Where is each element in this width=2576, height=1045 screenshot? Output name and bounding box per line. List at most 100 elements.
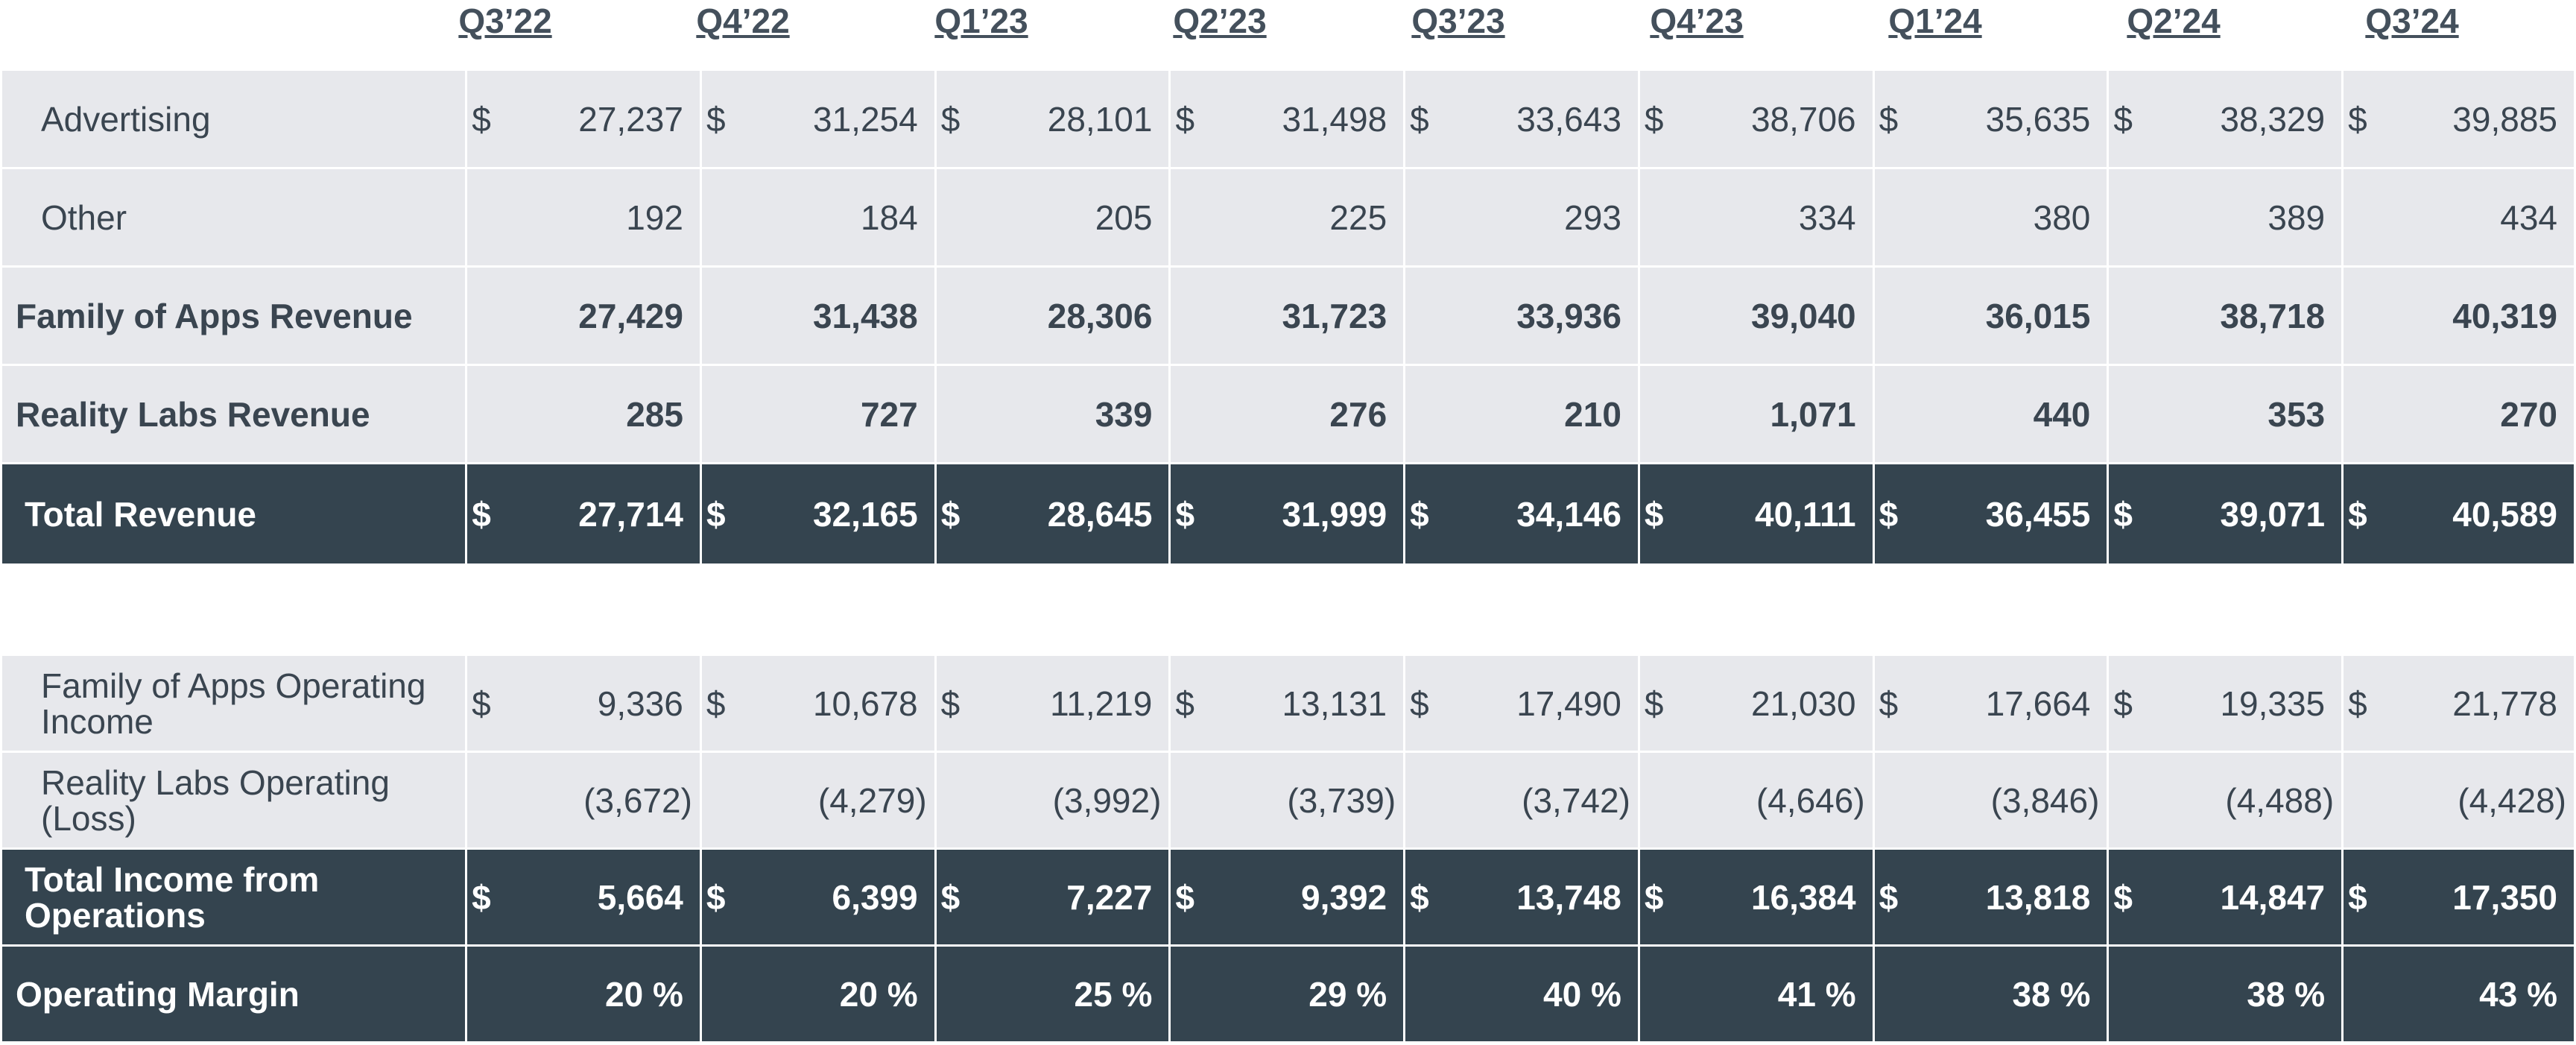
cell-value: 39,040 — [1750, 296, 1856, 335]
quarter-heading: Q3’22 — [458, 1, 552, 40]
value-cell: 1,071 — [1637, 364, 1875, 464]
cell-value: 36,455 — [1985, 494, 2091, 534]
cell-value: 434 — [2500, 198, 2557, 237]
cell-value: (4,279) — [817, 780, 927, 820]
currency-symbol: $ — [1644, 877, 1664, 917]
value-cell: $7,227 — [934, 847, 1171, 947]
value-cell: 276 — [1168, 364, 1406, 464]
cell-value: 38 % — [2247, 974, 2326, 1014]
value-cell: (4,488) — [2107, 751, 2344, 850]
cell-value: 35,635 — [1985, 99, 2091, 139]
value-cell: 20 % — [465, 944, 702, 1044]
value-cell: 727 — [699, 364, 937, 464]
value-cell: 192 — [465, 167, 702, 268]
currency-symbol: $ — [1410, 99, 1429, 139]
cell-value: (4,646) — [1756, 780, 1865, 820]
cell-value: 33,936 — [1516, 296, 1621, 335]
value-cell: 285 — [465, 364, 702, 464]
cell-value: 14,847 — [2220, 877, 2326, 917]
reality-labs-revenue-row: Reality Labs Revenue 285 727 339 276 210 1,071… — [0, 364, 2576, 464]
value-cell: $39,071 — [2107, 462, 2344, 566]
quarter-heading: Q4’23 — [1650, 1, 1744, 40]
row-label: Operating Margin — [0, 944, 468, 1044]
currency-symbol: $ — [706, 683, 726, 723]
value-cell: 225 — [1168, 167, 1406, 268]
value-cell: $34,146 — [1403, 462, 1640, 566]
value-cell: 38 % — [1872, 944, 2110, 1044]
cell-value: 32,165 — [813, 494, 918, 534]
value-cell: $17,664 — [1872, 654, 2110, 753]
value-cell: 184 — [699, 167, 937, 268]
currency-symbol: $ — [472, 99, 491, 139]
cell-value: 440 — [2033, 394, 2091, 434]
currency-symbol: $ — [2113, 877, 2133, 917]
value-cell: $27,714 — [465, 462, 702, 566]
value-cell: $40,589 — [2341, 462, 2576, 566]
value-cell: $11,219 — [934, 654, 1171, 753]
cell-value: 39,071 — [2220, 494, 2326, 534]
value-cell: 339 — [934, 364, 1171, 464]
currency-symbol: $ — [1644, 683, 1664, 723]
revenue-table: Advertising $27,237 $31,254 $28,101 $31,498 $… — [0, 69, 2576, 566]
value-cell: $6,399 — [699, 847, 937, 947]
cell-value: 27,237 — [578, 99, 683, 139]
cell-value: 20 % — [605, 974, 683, 1014]
value-cell: 270 — [2341, 364, 2576, 464]
cell-value: 31,723 — [1282, 296, 1387, 335]
row-label: Reality Labs Operating (Loss) — [0, 751, 468, 850]
value-cell: $10,678 — [699, 654, 937, 753]
currency-symbol: $ — [1175, 99, 1195, 139]
value-cell: $9,336 — [465, 654, 702, 753]
quarter-heading: Q1’23 — [934, 1, 1028, 40]
family-of-apps-operating-income-row: Family of Apps Operating Income $9,336 $10… — [0, 654, 2576, 753]
cell-value: 13,131 — [1282, 683, 1387, 723]
value-cell: 43 % — [2341, 944, 2576, 1044]
cell-value: 205 — [1095, 198, 1153, 237]
cell-value: 9,336 — [597, 683, 683, 723]
cell-value: 16,384 — [1750, 877, 1856, 917]
currency-symbol: $ — [706, 494, 726, 534]
cell-value: (3,742) — [1522, 780, 1630, 820]
total-income-from-operations-row: Total Income from Operations $5,664 $6,399… — [0, 847, 2576, 947]
cell-value: 33,643 — [1516, 99, 1621, 139]
operating-income-table-body: Family of Apps Operating Income $9,336 $10… — [0, 654, 2576, 1044]
cell-value: 11,219 — [1050, 683, 1153, 723]
cell-value: 29 % — [1308, 974, 1387, 1014]
value-cell: $17,350 — [2341, 847, 2576, 947]
value-cell: $9,392 — [1168, 847, 1406, 947]
value-cell: $21,778 — [2341, 654, 2576, 753]
cell-value: 276 — [1329, 394, 1387, 434]
cell-value: 389 — [2268, 198, 2326, 237]
value-cell: $21,030 — [1637, 654, 1875, 753]
cell-value: 25 % — [1074, 974, 1153, 1014]
cell-value: 339 — [1095, 394, 1153, 434]
value-cell: $40,111 — [1637, 462, 1875, 566]
cell-value: 28,306 — [1047, 296, 1153, 335]
value-cell: $19,335 — [2107, 654, 2344, 753]
revenue-table-body: Advertising $27,237 $31,254 $28,101 $31,498 $… — [0, 69, 2576, 566]
value-cell: 36,015 — [1872, 265, 2110, 366]
value-cell: 353 — [2107, 364, 2344, 464]
currency-symbol: $ — [472, 877, 491, 917]
value-cell: 440 — [1872, 364, 2110, 464]
cell-value: 285 — [626, 394, 683, 434]
cell-value: 28,645 — [1047, 494, 1153, 534]
cell-value: (4,428) — [2458, 780, 2566, 820]
row-label: Family of Apps Operating Income — [0, 654, 468, 753]
value-cell: 31,438 — [699, 265, 937, 366]
value-cell: $31,254 — [699, 69, 937, 169]
other-row: Other 192 184 205 225 293 334 380 389 434 — [0, 167, 2576, 268]
cell-value: 13,748 — [1516, 877, 1621, 917]
value-cell: (3,992) — [934, 751, 1171, 850]
currency-symbol: $ — [2113, 683, 2133, 723]
cell-value: 27,714 — [578, 494, 683, 534]
currency-symbol: $ — [1879, 494, 1899, 534]
value-cell: $16,384 — [1637, 847, 1875, 947]
currency-symbol: $ — [1879, 877, 1899, 917]
cell-value: 7,227 — [1066, 877, 1153, 917]
value-cell: (3,739) — [1168, 751, 1406, 850]
cell-value: 38,329 — [2220, 99, 2326, 139]
row-label: Total Income from Operations — [0, 847, 468, 947]
value-cell: $31,498 — [1168, 69, 1406, 169]
cell-value: (3,672) — [583, 780, 692, 820]
